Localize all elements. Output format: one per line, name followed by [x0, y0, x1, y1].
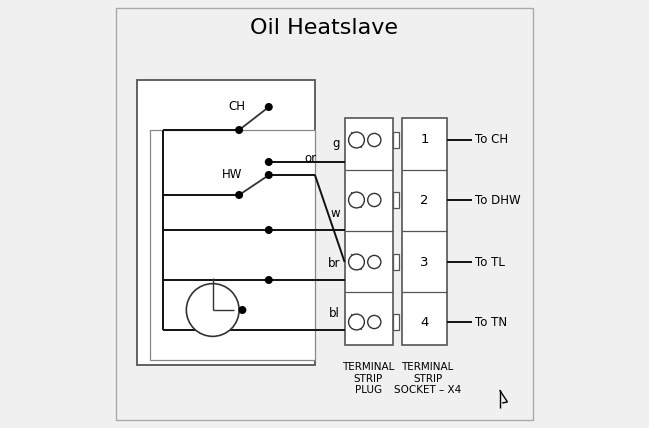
Text: g: g: [332, 137, 340, 150]
Circle shape: [239, 307, 246, 313]
Bar: [393, 132, 399, 148]
Text: 3: 3: [420, 256, 428, 268]
Circle shape: [265, 104, 272, 110]
Text: 2: 2: [420, 193, 428, 206]
Circle shape: [265, 277, 272, 283]
Bar: [393, 314, 399, 330]
Circle shape: [236, 127, 242, 133]
Text: Oil Heatslave: Oil Heatslave: [250, 18, 398, 38]
Bar: [137, 80, 315, 365]
Circle shape: [368, 193, 381, 207]
Text: To TL: To TL: [475, 256, 505, 268]
Circle shape: [265, 172, 272, 178]
Bar: [393, 254, 399, 270]
Text: To DHW: To DHW: [475, 193, 520, 206]
Circle shape: [349, 314, 364, 330]
Text: To CH: To CH: [475, 134, 508, 146]
Circle shape: [265, 227, 272, 233]
Circle shape: [349, 192, 364, 208]
Text: br: br: [328, 257, 340, 270]
Bar: [393, 192, 399, 208]
Text: 4: 4: [420, 315, 428, 329]
Circle shape: [349, 132, 364, 148]
Text: w: w: [330, 207, 340, 220]
Text: TERMINAL
STRIP
PLUG: TERMINAL STRIP PLUG: [342, 362, 395, 395]
Circle shape: [368, 315, 381, 329]
Bar: [150, 130, 315, 360]
Bar: [402, 118, 447, 345]
Text: 1: 1: [420, 134, 428, 146]
Text: To TN: To TN: [475, 315, 508, 329]
Text: HW: HW: [222, 169, 242, 181]
Text: or: or: [305, 152, 317, 165]
Circle shape: [236, 192, 242, 198]
Circle shape: [368, 256, 381, 269]
Text: CH: CH: [228, 101, 246, 113]
Circle shape: [349, 254, 364, 270]
Circle shape: [265, 159, 272, 165]
Circle shape: [186, 284, 239, 336]
Circle shape: [368, 134, 381, 147]
Text: TERMINAL
STRIP
SOCKET – X4: TERMINAL STRIP SOCKET – X4: [394, 362, 461, 395]
Bar: [345, 118, 393, 345]
Text: bl: bl: [329, 307, 340, 320]
